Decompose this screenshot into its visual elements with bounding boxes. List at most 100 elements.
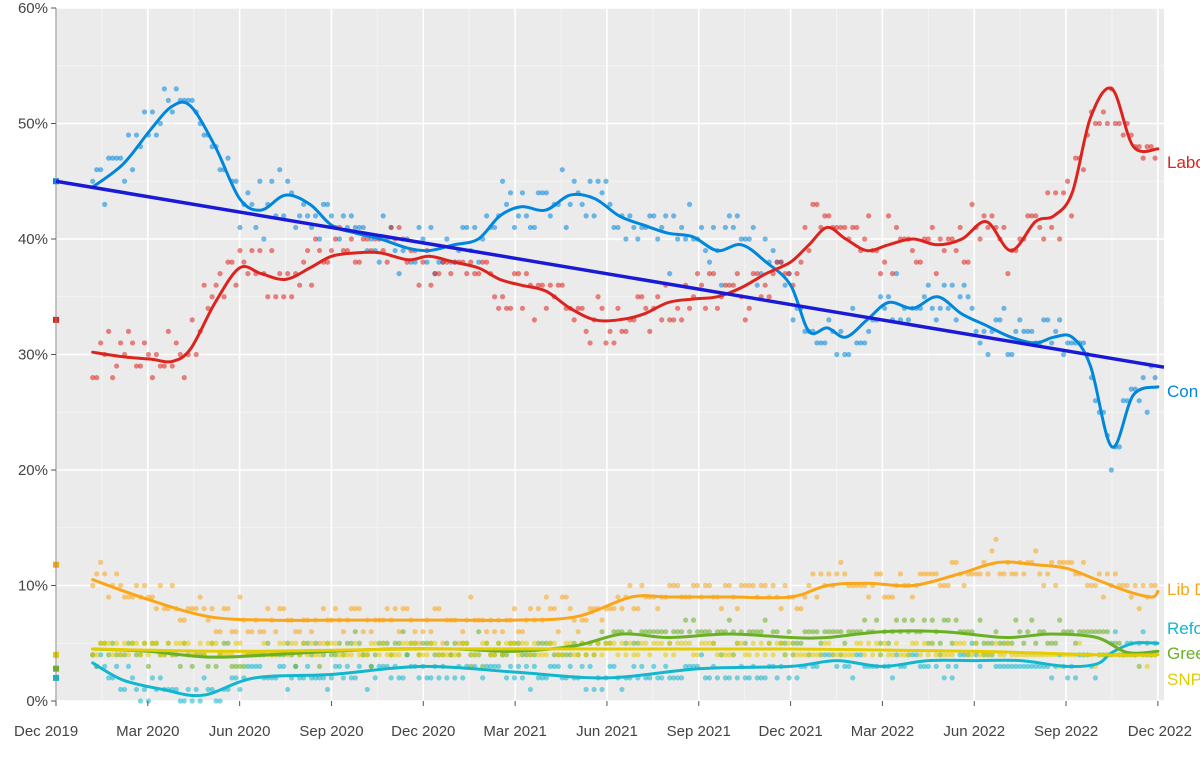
poll-point <box>694 582 701 589</box>
poll-point <box>129 640 136 646</box>
poll-point <box>396 629 402 635</box>
poll-point <box>889 271 896 277</box>
poll-point <box>639 582 645 589</box>
poll-point <box>221 294 227 300</box>
poll-point <box>758 629 764 635</box>
poll-point <box>352 224 358 231</box>
poll-point <box>1041 236 1047 242</box>
poll-point <box>818 340 824 346</box>
poll-point <box>873 571 880 577</box>
poll-point <box>392 606 398 612</box>
poll-point <box>1021 571 1027 577</box>
poll-point <box>675 305 681 311</box>
poll-point <box>997 571 1003 577</box>
poll-point <box>114 571 120 577</box>
poll-point <box>595 294 601 300</box>
poll-point <box>929 571 935 577</box>
poll-point <box>794 675 800 681</box>
poll-point <box>659 629 665 635</box>
poll-point <box>161 363 167 369</box>
poll-point <box>392 640 398 646</box>
poll-point <box>726 213 732 219</box>
poll-point <box>114 363 120 369</box>
poll-point <box>1009 640 1015 646</box>
poll-point <box>846 652 852 658</box>
poll-point <box>635 606 641 612</box>
poll-point <box>818 652 824 658</box>
poll-point <box>384 640 390 646</box>
poll-point <box>913 259 919 265</box>
poll-point <box>428 675 434 681</box>
poll-point <box>281 213 287 219</box>
poll-point <box>790 640 796 646</box>
poll-point <box>125 132 132 138</box>
poll-point <box>571 178 577 184</box>
poll-point <box>1116 444 1122 450</box>
poll-point <box>1092 629 1099 635</box>
poll-point <box>730 224 736 231</box>
poll-point <box>909 652 916 658</box>
poll-point <box>850 629 856 635</box>
poll-point <box>141 340 148 346</box>
poll-point <box>106 328 112 334</box>
poll-point <box>153 132 159 138</box>
poll-point <box>257 178 263 184</box>
poll-point <box>937 640 943 646</box>
poll-point <box>547 213 553 219</box>
poll-point <box>515 640 522 646</box>
poll-point <box>814 201 820 207</box>
x-tick-label: Dec 2020 <box>391 723 455 740</box>
poll-point <box>141 640 148 646</box>
poll-point <box>599 190 605 196</box>
poll-point <box>786 271 792 277</box>
poll-point <box>909 617 916 623</box>
poll-point <box>957 640 963 646</box>
poll-point <box>225 155 231 161</box>
poll-point <box>177 640 183 646</box>
poll-point <box>114 663 120 669</box>
poll-point <box>917 259 923 265</box>
poll-point <box>877 652 884 658</box>
poll-point <box>376 640 382 646</box>
poll-point <box>993 629 999 635</box>
poll-point <box>925 663 931 669</box>
poll-point <box>1005 640 1011 646</box>
poll-point <box>428 224 434 231</box>
poll-point <box>710 224 717 231</box>
poll-point <box>356 640 362 646</box>
poll-point <box>746 652 752 658</box>
poll-point <box>957 652 963 658</box>
poll-point <box>265 294 271 300</box>
poll-point <box>591 686 597 693</box>
poll-point <box>133 363 140 369</box>
poll-point <box>981 328 987 334</box>
poll-point <box>961 282 967 288</box>
poll-point <box>249 663 255 669</box>
poll-point <box>324 686 331 693</box>
poll-point <box>336 652 343 658</box>
poll-point <box>1053 582 1059 589</box>
poll-point <box>778 640 784 646</box>
poll-point <box>631 224 637 231</box>
poll-point <box>1053 190 1059 196</box>
poll-point <box>468 259 474 265</box>
poll-point <box>1112 120 1118 127</box>
axes: 0% 10% 20% 30% 40% 50% 60% Dec 2019 Mar 2020 Jun … <box>14 0 1192 740</box>
poll-point <box>197 698 203 704</box>
poll-point <box>241 663 247 669</box>
poll-point <box>480 259 486 265</box>
poll-point <box>1033 213 1039 219</box>
poll-point <box>842 224 848 231</box>
poll-point <box>133 582 140 589</box>
poll-point <box>535 282 541 288</box>
poll-point <box>881 594 888 600</box>
poll-point <box>145 663 152 669</box>
poll-point <box>1120 398 1126 404</box>
poll-point <box>293 640 299 646</box>
poll-point <box>1017 629 1023 635</box>
poll-point <box>499 294 506 300</box>
poll-point <box>738 236 744 242</box>
poll-point <box>515 663 522 669</box>
poll-point <box>129 167 136 173</box>
poll-point <box>949 640 955 646</box>
